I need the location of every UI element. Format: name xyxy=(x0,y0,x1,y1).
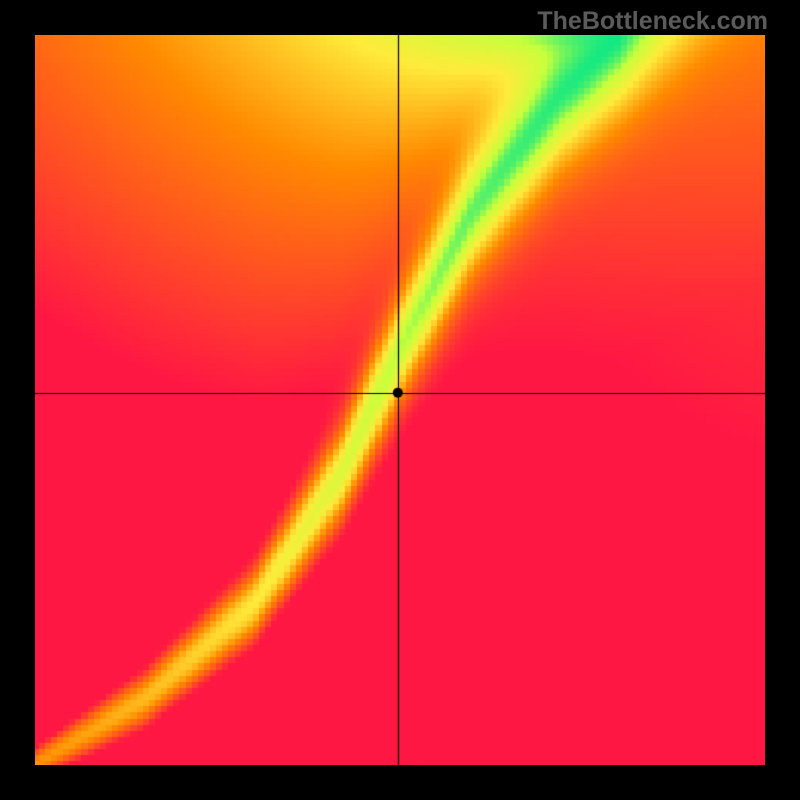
bottleneck-heatmap xyxy=(35,35,765,765)
watermark-text: TheBottleneck.com xyxy=(537,7,768,36)
chart-container: TheBottleneck.com xyxy=(0,0,800,800)
